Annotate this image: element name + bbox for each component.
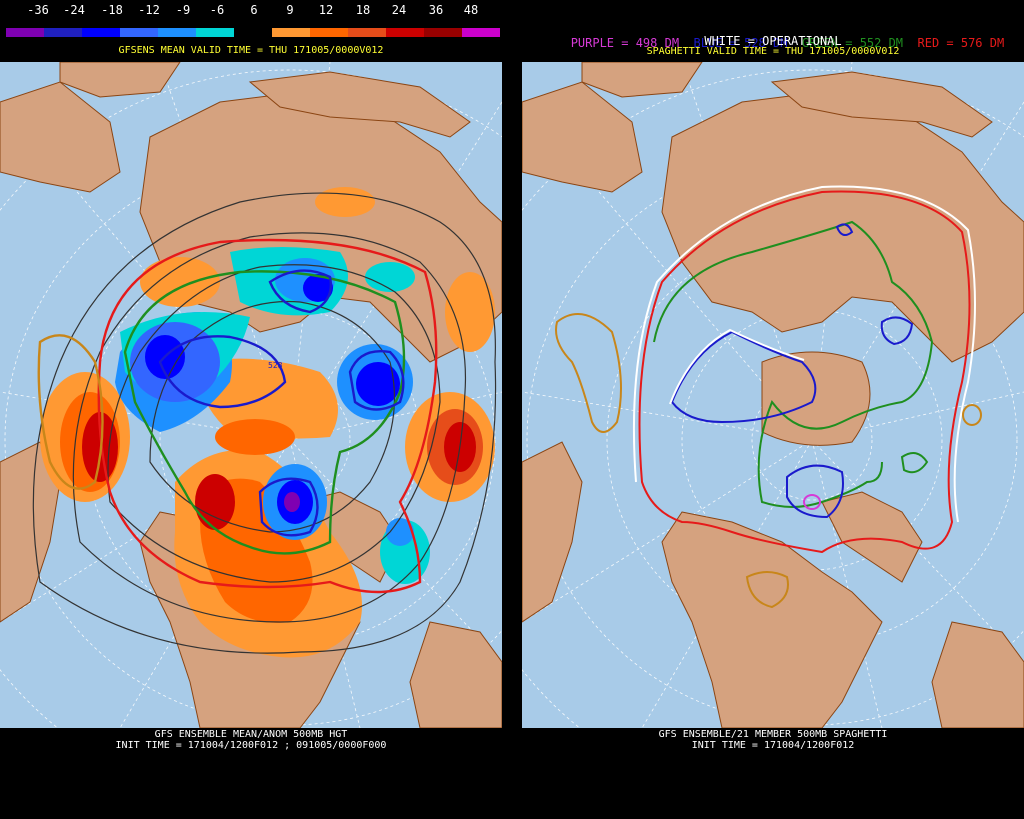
colorbar-swatch: [272, 28, 310, 37]
colorbar-label: 6: [250, 3, 258, 17]
anomaly-colorbar: -36 -24 -18 -12 -9 -6 6 9 12 18 24 36 48: [6, 3, 500, 37]
legend-purple: PURPLE = 498 DM: [570, 36, 680, 50]
product-name: GFS ENSEMBLE/21 MEMBER 500MB SPAGHETTI: [658, 729, 888, 740]
ensemble-mean-map: 528: [0, 62, 502, 728]
colorbar-label: -6: [209, 3, 225, 17]
legend-red: RED = 576 DM: [917, 36, 1005, 50]
legend-blue: BLUE = 528 DM: [693, 36, 788, 50]
init-time: INIT TIME = 171004/1200F012: [691, 740, 855, 751]
colorbar-labels: -36 -24 -18 -12 -9 -6 6 9 12 18 24 36 48: [6, 3, 496, 17]
spaghetti-map: [522, 62, 1024, 728]
colorbar-swatch: [386, 28, 424, 37]
ensemble-mean-panel: -36 -24 -18 -12 -9 -6 6 9 12 18 24 36 48…: [0, 0, 502, 819]
valid-time-title: GFSENS MEAN VALID TIME = THU 171005/0000…: [118, 45, 384, 56]
colorbar-label: 24: [391, 3, 407, 17]
anomaly-shading: [40, 187, 495, 658]
colorbar-label: -18: [101, 3, 123, 17]
colorbar-label: -9: [175, 3, 191, 17]
legend-white: WHITE = OPERATIONAL: [704, 34, 842, 48]
spaghetti-title: SPAGHETTI VALID TIME = THU 171005/0000V0…: [646, 46, 900, 57]
colorbar-swatches: [6, 28, 500, 37]
reference-contours: [37, 238, 438, 594]
colorbar-swatch: [310, 28, 348, 37]
land-masses: [522, 62, 1024, 728]
colorbar-swatch: [424, 28, 462, 37]
contour-legend: PURPLE = 498 DM BLUE = 528 DM GREEN = 55…: [522, 22, 1024, 64]
colorbar-swatch: [82, 28, 120, 37]
colorbar-swatch: [6, 28, 44, 37]
spaghetti-panel: PURPLE = 498 DM BLUE = 528 DM GREEN = 55…: [522, 0, 1024, 819]
colorbar-label: -36: [27, 3, 49, 17]
contour-label: 528: [268, 361, 283, 370]
legend-green: GREEN = 552 DM: [801, 36, 904, 50]
colorbar-swatch: [44, 28, 82, 37]
colorbar-swatch: [348, 28, 386, 37]
colorbar-label: 48: [463, 3, 479, 17]
colorbar-swatch: [196, 28, 234, 37]
colorbar-label: -12: [138, 3, 160, 17]
init-time: INIT TIME = 171004/1200F012 ; 091005/000…: [115, 740, 387, 751]
colorbar-swatch: [158, 28, 196, 37]
colorbar-label: 12: [318, 3, 334, 17]
colorbar-label: 36: [428, 3, 444, 17]
panel-divider: [502, 0, 522, 819]
colorbar-label: 18: [355, 3, 371, 17]
colorbar-swatch: [462, 28, 500, 37]
colorbar-label: -24: [63, 3, 85, 17]
spaghetti-contours: [555, 185, 982, 609]
colorbar-swatch: [234, 28, 272, 37]
colorbar-label: 9: [286, 3, 294, 17]
colorbar-swatch: [120, 28, 158, 37]
product-name: GFS ENSEMBLE MEAN/ANOM 500MB HGT: [154, 729, 348, 740]
